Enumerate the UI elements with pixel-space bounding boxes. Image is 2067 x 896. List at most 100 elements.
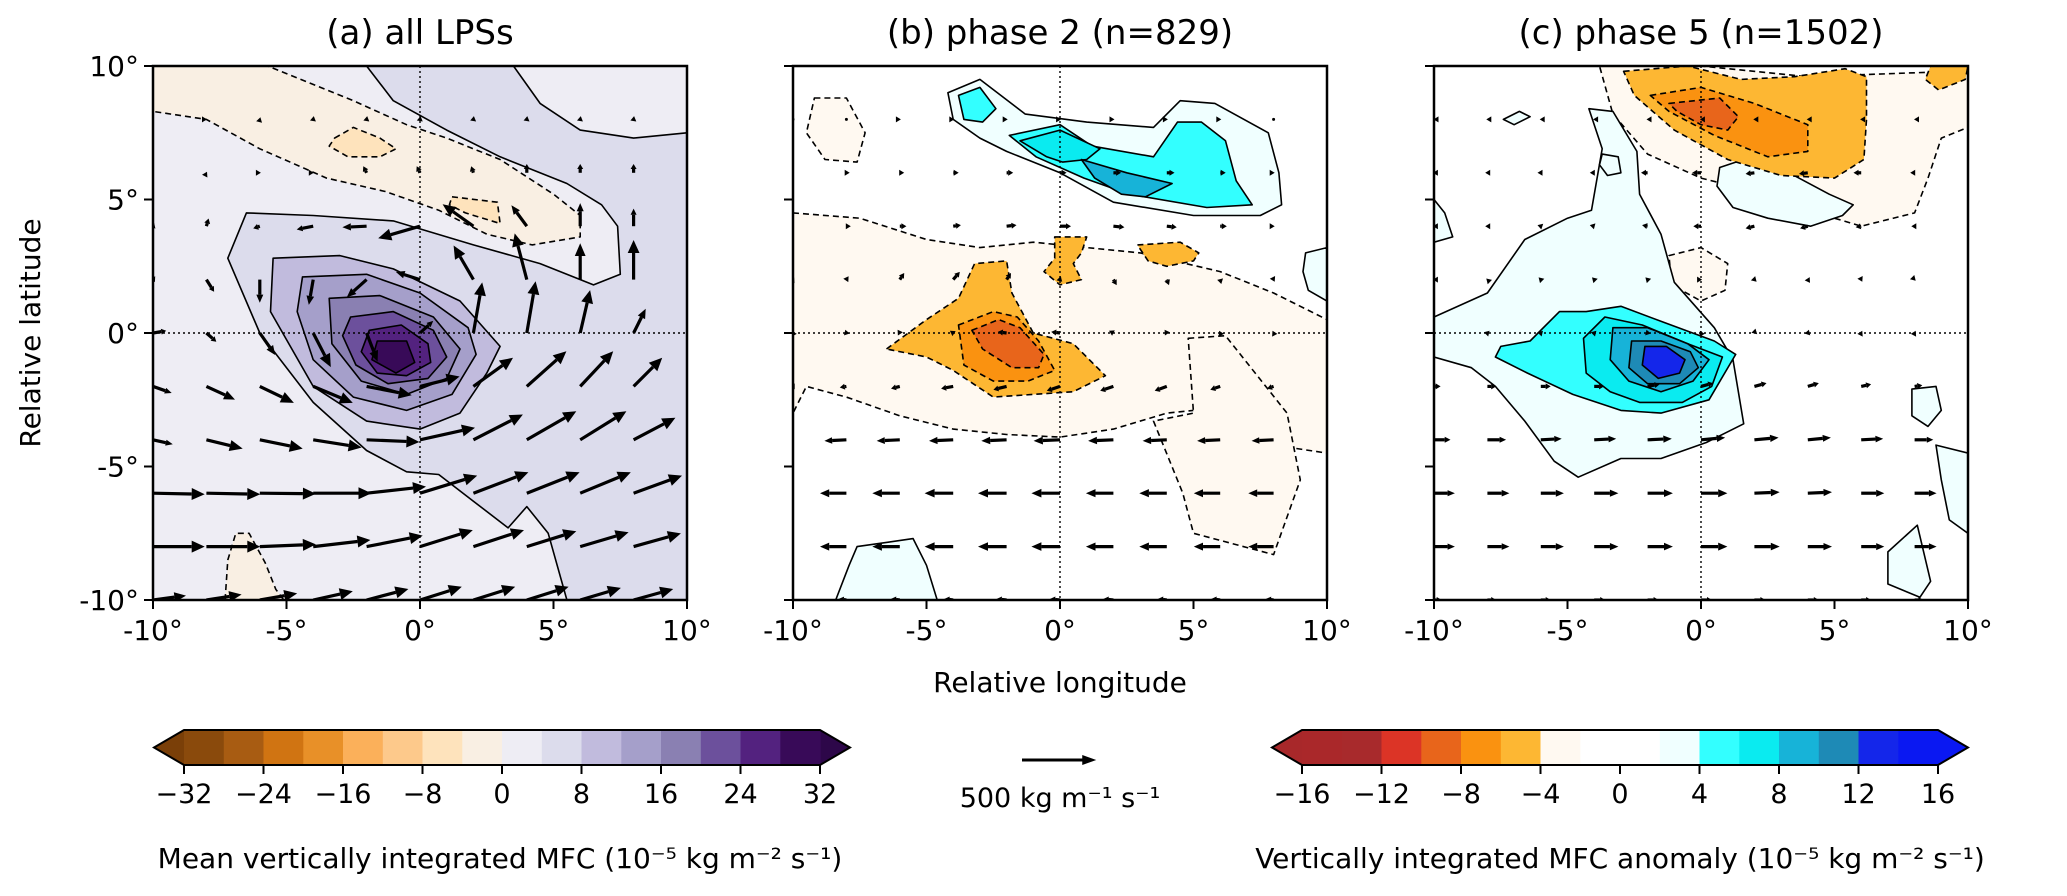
wind-vector-head: [1593, 116, 1599, 123]
wind-vector-arrow: [1697, 276, 1703, 283]
wind-vector-arrow: [872, 542, 900, 551]
wind-vector-head: [773, 438, 780, 444]
wind-vector-arrow: [941, 384, 954, 391]
wind-vector-head: [1269, 169, 1275, 176]
colorbar-extend-max: [1938, 730, 1968, 765]
colorbar-mean-ticks: −32 −24 −16 −8 0 8 16 24 32: [156, 765, 837, 810]
wind-vector-arrow: [1218, 330, 1224, 337]
wind-vector-head: [1718, 542, 1728, 551]
colorbar-cell: [462, 730, 503, 765]
x-tick-label: -10°: [1404, 614, 1464, 647]
colorbar-cell: [502, 730, 543, 765]
wind-vector-arrow: [978, 488, 1007, 498]
wind-vector-head: [202, 116, 207, 123]
colorbar-cell: [1779, 730, 1820, 765]
wind-vector-shaft: [366, 384, 400, 395]
wind-vector-head: [839, 383, 846, 390]
wind-vector-arrow: [312, 438, 362, 452]
wind-vector-arrow: [1006, 222, 1017, 229]
contour-region: [1302, 246, 1327, 302]
wind-vector-head: [872, 489, 882, 498]
wind-vector-arrow: [1142, 436, 1167, 445]
wind-vector-head: [253, 224, 259, 230]
wind-vector-arrow: [1807, 488, 1832, 497]
colorbar-cell: [1699, 730, 1740, 765]
wind-vector-shaft: [525, 358, 558, 388]
wind-vector-shaft: [417, 169, 422, 174]
wind-vector-arrow: [1085, 489, 1114, 498]
wind-vector-shaft: [1006, 224, 1012, 228]
wind-vector-arrow: [1860, 116, 1866, 123]
wind-vector-arrow: [978, 542, 1007, 551]
wind-vector-shaft: [632, 316, 643, 334]
wind-vector-arrow: [1434, 276, 1438, 283]
wind-vector-head: [498, 357, 513, 371]
wind-vector-head: [1855, 223, 1862, 230]
wind-vector-arrow: [1434, 169, 1438, 176]
wind-vector-shaft: [895, 384, 901, 389]
wind-vector-shaft: [1861, 437, 1876, 442]
contour-region: [1924, 66, 1968, 91]
wind-vector-shaft: [418, 323, 430, 335]
wind-vector-arrow: [296, 224, 314, 232]
wind-vector-head: [606, 585, 621, 598]
wind-vector-head: [1033, 436, 1043, 445]
wind-vector-head: [1806, 116, 1812, 123]
wind-vector-shaft: [526, 589, 557, 600]
wind-vector-head: [191, 488, 205, 500]
wind-vector-head: [1697, 276, 1703, 283]
contour-region: [1668, 97, 1740, 131]
contour-region: [328, 126, 397, 158]
wind-vector-head: [929, 436, 938, 445]
wind-vector-arrow: [1754, 434, 1779, 442]
wind-vector-arrow: [1487, 489, 1510, 497]
wind-vector-arrow: [153, 384, 172, 394]
wind-vector-arrow: [206, 540, 261, 553]
panel-c-title: (c) phase 5 (n=1502): [1519, 13, 1884, 53]
wind-vector-arrow: [259, 487, 316, 500]
wind-vector-arrow: [1540, 543, 1564, 551]
wind-vector-shaft: [1166, 224, 1172, 229]
colorbar-tick-label: 32: [803, 779, 837, 810]
wind-vector-arrow: [1589, 169, 1595, 176]
wind-vector-head: [1154, 386, 1161, 392]
wind-vector-head: [508, 414, 523, 426]
wind-vector-head: [509, 528, 524, 540]
wind-vector-shaft: [1807, 436, 1823, 442]
wind-vector-head: [342, 223, 351, 231]
wind-vector-arrow: [1251, 437, 1274, 444]
wind-vector-head: [1100, 386, 1106, 393]
wind-vector-head: [1799, 170, 1805, 177]
wind-vector-shaft: [1096, 438, 1114, 443]
wind-vector-arrow: [633, 531, 681, 549]
wind-vector-shaft: [313, 539, 358, 549]
wind-vector-head: [1664, 489, 1673, 497]
wind-vector-head: [1088, 436, 1098, 445]
wind-vector-arrow: [1085, 542, 1114, 551]
wind-vector-head: [1642, 223, 1648, 229]
wind-vector-head: [768, 489, 777, 497]
wind-vector-shaft: [153, 438, 167, 445]
wind-vector-head: [1699, 116, 1705, 123]
colorbar-mean-cells: [152, 729, 852, 766]
wind-vector-shaft: [1754, 490, 1771, 495]
wind-vector-arrow: [627, 240, 640, 280]
wind-vector-head: [228, 440, 243, 451]
wind-vector-head: [1267, 384, 1273, 390]
wind-vector-arrow: [256, 279, 264, 303]
wind-vector-arrow: [1220, 169, 1226, 176]
colorbar-cell: [263, 730, 304, 765]
wind-vector-shaft: [526, 475, 569, 495]
wind-vector-head: [574, 243, 586, 256]
wind-vector-arrow: [1751, 328, 1758, 335]
wind-vector-head: [1916, 383, 1923, 389]
wind-vector-arrow: [1485, 169, 1491, 176]
wind-vector-arrow: [1046, 384, 1061, 393]
wind-vector-head: [1051, 329, 1057, 336]
panel-c-plot-area: [1432, 64, 1970, 602]
wind-vector-head: [1751, 328, 1758, 335]
wind-vector-shaft: [365, 332, 376, 353]
wind-vector-arrow: [1483, 330, 1490, 337]
wind-vector-head: [924, 488, 935, 498]
wind-vector-arrow: [366, 532, 423, 549]
